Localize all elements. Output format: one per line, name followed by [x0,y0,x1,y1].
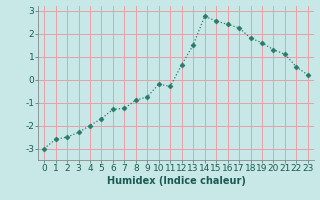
X-axis label: Humidex (Indice chaleur): Humidex (Indice chaleur) [107,176,245,186]
